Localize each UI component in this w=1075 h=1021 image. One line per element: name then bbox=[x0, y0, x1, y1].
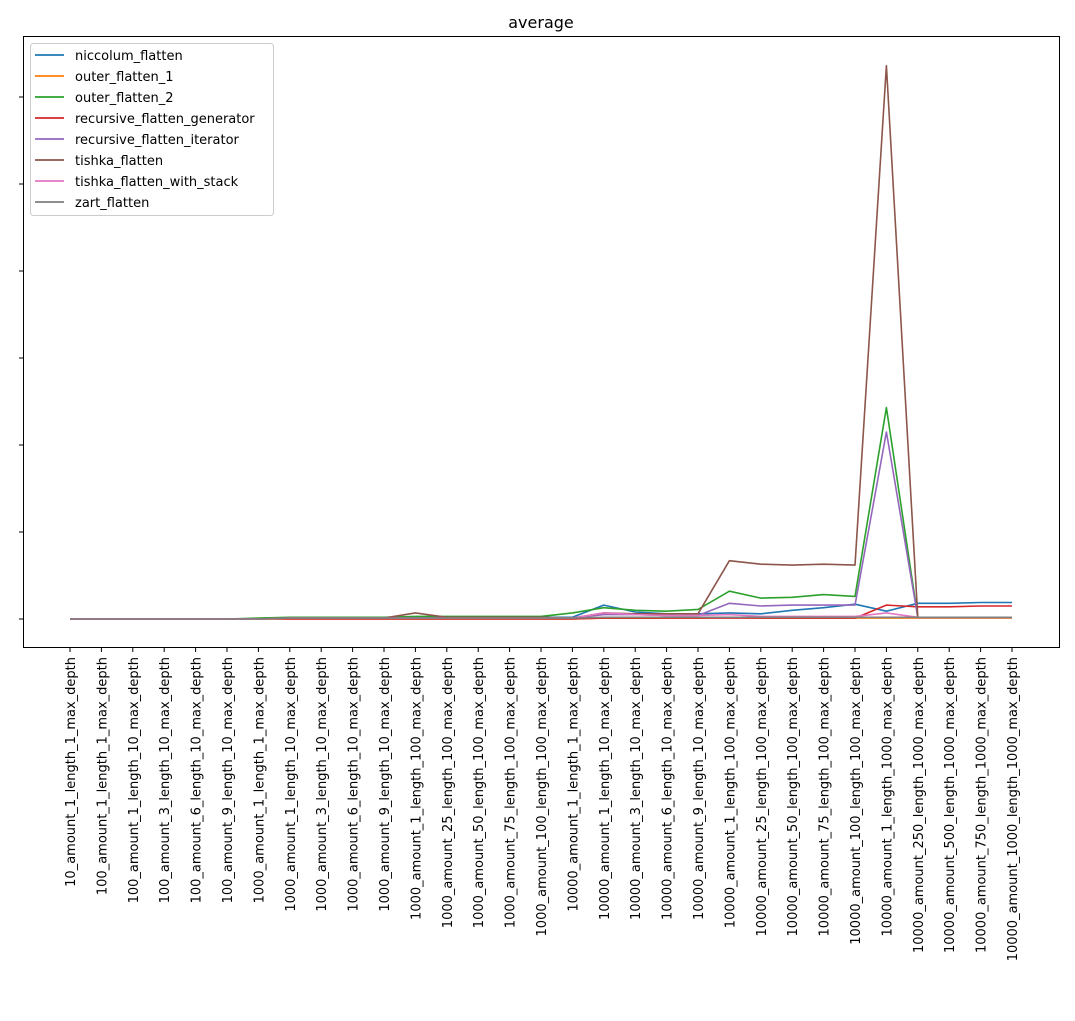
x-tick-label: 1000_amount_1_length_10_max_depth bbox=[284, 657, 299, 912]
x-tick-label: 1000_amount_50_length_100_max_depth bbox=[472, 657, 487, 928]
x-tick-label: 100_amount_1_length_1_max_depth bbox=[95, 657, 110, 895]
x-tick-label: 100_amount_6_length_10_max_depth bbox=[190, 657, 205, 903]
x-tick-label: 10000_amount_6_length_10_max_depth bbox=[661, 657, 676, 920]
x-tick-label: 10000_amount_1_length_1_max_depth bbox=[566, 657, 581, 912]
chart-title: average bbox=[508, 13, 574, 32]
x-tick-label: 10000_amount_100_length_100_max_depth bbox=[849, 657, 864, 945]
series-line-zart_flatten bbox=[70, 616, 1012, 620]
x-tick-label: 10000_amount_3_length_10_max_depth bbox=[629, 657, 644, 920]
x-tick-label: 10000_amount_1000_length_1000_max_depth bbox=[1006, 657, 1021, 961]
x-tick-label: 10000_amount_1_length_100_max_depth bbox=[723, 657, 738, 928]
x-tick-label: 100_amount_1_length_10_max_depth bbox=[127, 657, 142, 903]
legend-label: tishka_flatten_with_stack bbox=[75, 175, 239, 190]
x-tick-label: 10_amount_1_length_1_max_depth bbox=[64, 657, 79, 887]
x-tick-label: 1000_amount_1_length_100_max_depth bbox=[409, 657, 424, 920]
x-tick-label: 1000_amount_6_length_10_max_depth bbox=[347, 657, 362, 912]
legend-label: tishka_flatten bbox=[75, 154, 163, 169]
x-tick-label: 1000_amount_9_length_10_max_depth bbox=[378, 657, 393, 912]
legend-label: outer_flatten_2 bbox=[75, 91, 174, 106]
x-tick-label: 10000_amount_1_length_10_max_depth bbox=[598, 657, 613, 920]
x-tick-label: 10000_amount_750_length_1000_max_depth bbox=[975, 657, 990, 953]
x-tick-label: 1000_amount_75_length_100_max_depth bbox=[504, 657, 519, 928]
legend-box bbox=[30, 43, 274, 216]
series-line-recursive_flatten_iterator bbox=[70, 431, 1012, 620]
x-tick-label: 100_amount_3_length_10_max_depth bbox=[158, 657, 173, 903]
legend-label: outer_flatten_1 bbox=[75, 70, 174, 85]
x-tick-label: 10000_amount_50_length_100_max_depth bbox=[786, 657, 801, 936]
legend-label: recursive_flatten_iterator bbox=[75, 133, 240, 148]
x-axis-ticks: 10_amount_1_length_1_max_depth 100_amount… bbox=[64, 647, 1021, 961]
legend-label: zart_flatten bbox=[75, 196, 149, 211]
x-tick-label: 1000_amount_3_length_10_max_depth bbox=[315, 657, 330, 912]
x-tick-label: 10000_amount_1_length_1000_max_depth bbox=[880, 657, 895, 936]
x-tick-label: 10000_amount_250_length_1000_max_depth bbox=[912, 657, 927, 953]
x-tick-label: 10000_amount_500_length_1000_max_depth bbox=[943, 657, 958, 953]
x-tick-label: 10000_amount_75_length_100_max_depth bbox=[818, 657, 833, 936]
y-axis-ticks bbox=[19, 96, 24, 620]
x-tick-label: 10000_amount_25_length_100_max_depth bbox=[755, 657, 770, 936]
series-line-outer_flatten_2 bbox=[70, 406, 1012, 620]
legend: niccolum_flatten outer_flatten_1 outer_fla… bbox=[30, 43, 274, 216]
x-tick-label: 1000_amount_1_length_1_max_depth bbox=[252, 657, 267, 903]
series-lines bbox=[70, 64, 1012, 620]
plot-frame bbox=[23, 36, 1060, 648]
x-tick-label: 10000_amount_9_length_10_max_depth bbox=[692, 657, 707, 920]
legend-label: niccolum_flatten bbox=[75, 49, 183, 64]
x-tick-label: 1000_amount_25_length_100_max_depth bbox=[441, 657, 456, 928]
legend-label: recursive_flatten_generator bbox=[75, 112, 255, 127]
x-tick-label: 1000_amount_100_length_100_max_depth bbox=[535, 657, 550, 936]
x-tick-label: 100_amount_9_length_10_max_depth bbox=[221, 657, 236, 903]
